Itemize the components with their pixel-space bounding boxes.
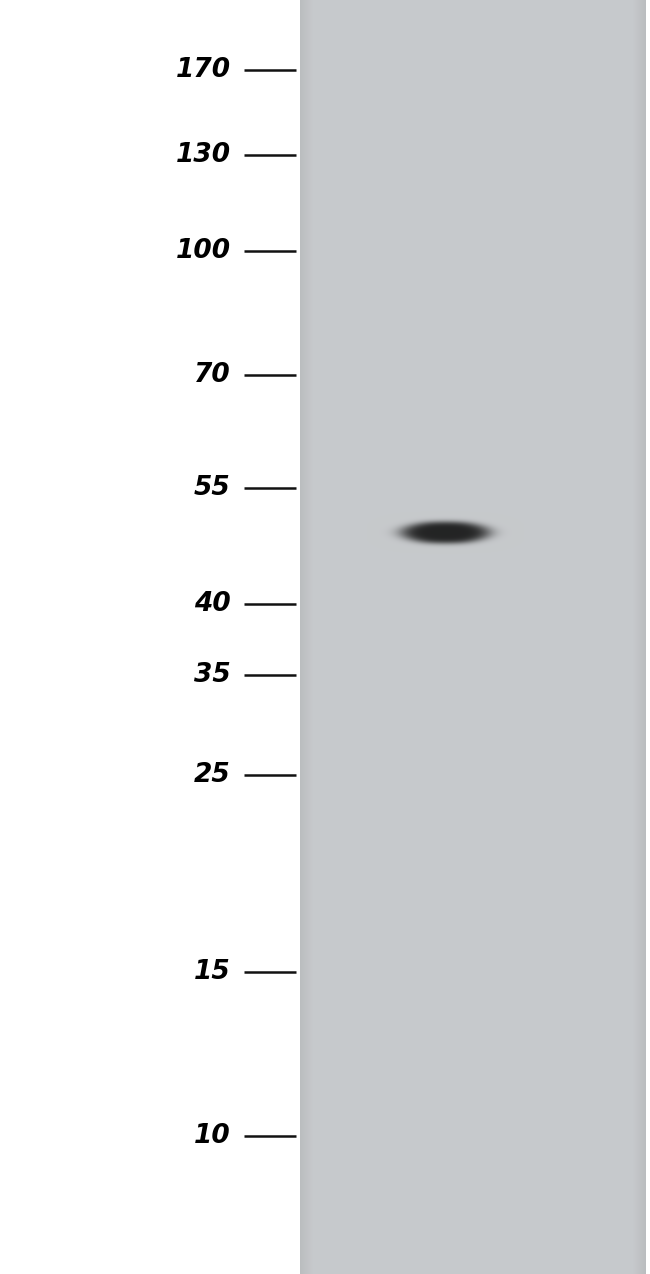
- Text: 15: 15: [194, 959, 231, 985]
- Text: 25: 25: [194, 762, 231, 787]
- Text: 10: 10: [194, 1124, 231, 1149]
- Text: 35: 35: [194, 662, 231, 688]
- Text: 40: 40: [194, 591, 231, 617]
- Text: 100: 100: [176, 238, 231, 264]
- Text: 170: 170: [176, 57, 231, 83]
- Text: 70: 70: [194, 362, 231, 387]
- Text: 130: 130: [176, 143, 231, 168]
- Text: 55: 55: [194, 475, 231, 501]
